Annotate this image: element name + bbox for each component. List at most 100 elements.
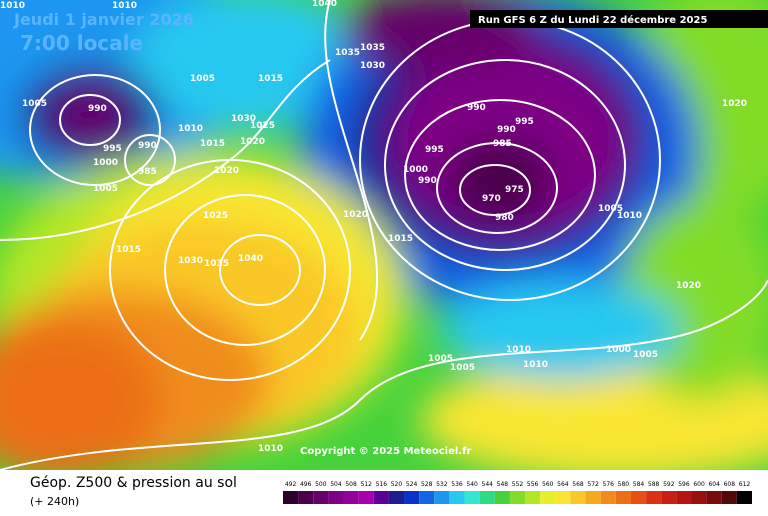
legend: 492 496 500 504 508 512 516 520 524 528 532 536 540 5… xyxy=(283,481,752,504)
legend-swatch xyxy=(691,491,707,504)
legend-swatch xyxy=(570,491,586,504)
legend-label: 516 xyxy=(376,481,388,488)
legend-swatch xyxy=(404,491,420,504)
legend-label: 536 xyxy=(451,481,463,488)
isobar-label: 1030 xyxy=(360,61,385,71)
legend-label: 564 xyxy=(557,481,569,488)
legend-label: 524 xyxy=(406,481,418,488)
isobar-label: 1010 xyxy=(0,1,25,11)
isobar-label: 1010 xyxy=(112,1,137,11)
isobar-label: 1000 xyxy=(93,158,118,168)
isobar-label: 1035 xyxy=(204,259,229,269)
legend-label: 512 xyxy=(360,481,372,488)
legend-swatch xyxy=(283,491,299,504)
legend-label: 592 xyxy=(663,481,675,488)
isobar-label: 995 xyxy=(103,144,122,154)
isobar-label: 980 xyxy=(495,213,514,223)
legend-swatch xyxy=(479,491,495,504)
legend-swatch xyxy=(388,491,405,504)
legend-label: 496 xyxy=(300,481,312,488)
legend-swatch xyxy=(615,491,631,504)
isobar-label: 1020 xyxy=(240,137,265,147)
legend-label: 504 xyxy=(330,481,342,488)
isobar-label: 1020 xyxy=(676,281,701,291)
legend-label: 568 xyxy=(572,481,584,488)
legend-swatch xyxy=(298,491,314,504)
legend-label: 600 xyxy=(693,481,705,488)
legend-swatch xyxy=(494,491,510,504)
isobar-label: 970 xyxy=(482,194,501,204)
legend-swatch xyxy=(373,491,389,504)
isobar-label: 1005 xyxy=(190,74,215,84)
legend-label: 576 xyxy=(603,481,615,488)
isobar-label: 1020 xyxy=(722,99,747,109)
isobar-label: 1010 xyxy=(178,124,203,134)
legend-label: 560 xyxy=(542,481,554,488)
legend-label: 532 xyxy=(436,481,448,488)
legend-label: 604 xyxy=(708,481,720,488)
legend-swatch xyxy=(464,491,480,504)
isobar-label: 975 xyxy=(505,185,524,195)
isobar-label: 1015 xyxy=(258,74,283,84)
isobars xyxy=(0,0,768,470)
legend-label: 580 xyxy=(618,481,630,488)
isobar-label: 1005 xyxy=(450,363,475,373)
isobar-label: 1015 xyxy=(200,139,225,149)
legend-label: 596 xyxy=(678,481,690,488)
legend-swatch xyxy=(721,491,737,504)
isobar-label: 1005 xyxy=(22,99,47,109)
isobar-label: 1040 xyxy=(312,0,337,9)
isobar-label: 1030 xyxy=(178,256,203,266)
legend-label: 552 xyxy=(512,481,524,488)
legend-swatch xyxy=(706,491,722,504)
isobar-label: 1000 xyxy=(403,165,428,175)
isobar-label: 1015 xyxy=(116,245,141,255)
legend-label: 520 xyxy=(391,481,403,488)
legend-label: 588 xyxy=(648,481,660,488)
legend-swatch xyxy=(419,491,435,504)
isobar-label: 1035 xyxy=(360,43,385,53)
legend-swatch xyxy=(661,491,677,504)
legend-swatch xyxy=(736,491,752,504)
isobar-label: 1025 xyxy=(250,121,275,131)
isobar-label: 1005 xyxy=(633,350,658,360)
isobar-label: 1005 xyxy=(93,184,118,194)
footer-title: Géop. Z500 & pression au sol xyxy=(30,475,237,491)
date-text: Jeudi 1 janvier 2026 xyxy=(13,10,194,29)
legend-label: 584 xyxy=(633,481,645,488)
legend-label: 608 xyxy=(724,481,736,488)
legend-swatch xyxy=(600,491,616,504)
legend-label: 528 xyxy=(421,481,433,488)
isobar-label: 1015 xyxy=(388,234,413,244)
isobar-label: 1000 xyxy=(606,345,631,355)
legend-label: 556 xyxy=(527,481,539,488)
legend-swatch xyxy=(540,491,556,504)
legend-label: 612 xyxy=(739,481,751,488)
legend-label: 508 xyxy=(345,481,357,488)
legend-swatch xyxy=(434,491,450,504)
legend-swatch xyxy=(676,491,692,504)
copyright: Copyright © 2025 Meteociel.fr xyxy=(300,446,471,457)
legend-swatch xyxy=(358,491,374,504)
isobar-label: 990 xyxy=(497,125,516,135)
time-text: 7:00 locale xyxy=(20,31,143,55)
isobar-label: 1010 xyxy=(523,360,548,370)
legend-swatch xyxy=(646,491,662,504)
legend-label: 548 xyxy=(497,481,509,488)
isobar-label: 985 xyxy=(493,139,512,149)
isobar-label: 1010 xyxy=(617,211,642,221)
run-banner xyxy=(470,10,768,28)
legend-swatch xyxy=(328,491,344,504)
isobar-label: 1005 xyxy=(428,354,453,364)
legend-label: 500 xyxy=(315,481,327,488)
isobar-label: 995 xyxy=(515,117,534,127)
isobar-label: 1035 xyxy=(335,48,360,58)
isobar-label: 1025 xyxy=(203,211,228,221)
isobar-label: 1010 xyxy=(258,444,283,454)
legend-swatch xyxy=(313,491,329,504)
isobar-label: 995 xyxy=(425,145,444,155)
isobar-label: 990 xyxy=(88,104,107,114)
